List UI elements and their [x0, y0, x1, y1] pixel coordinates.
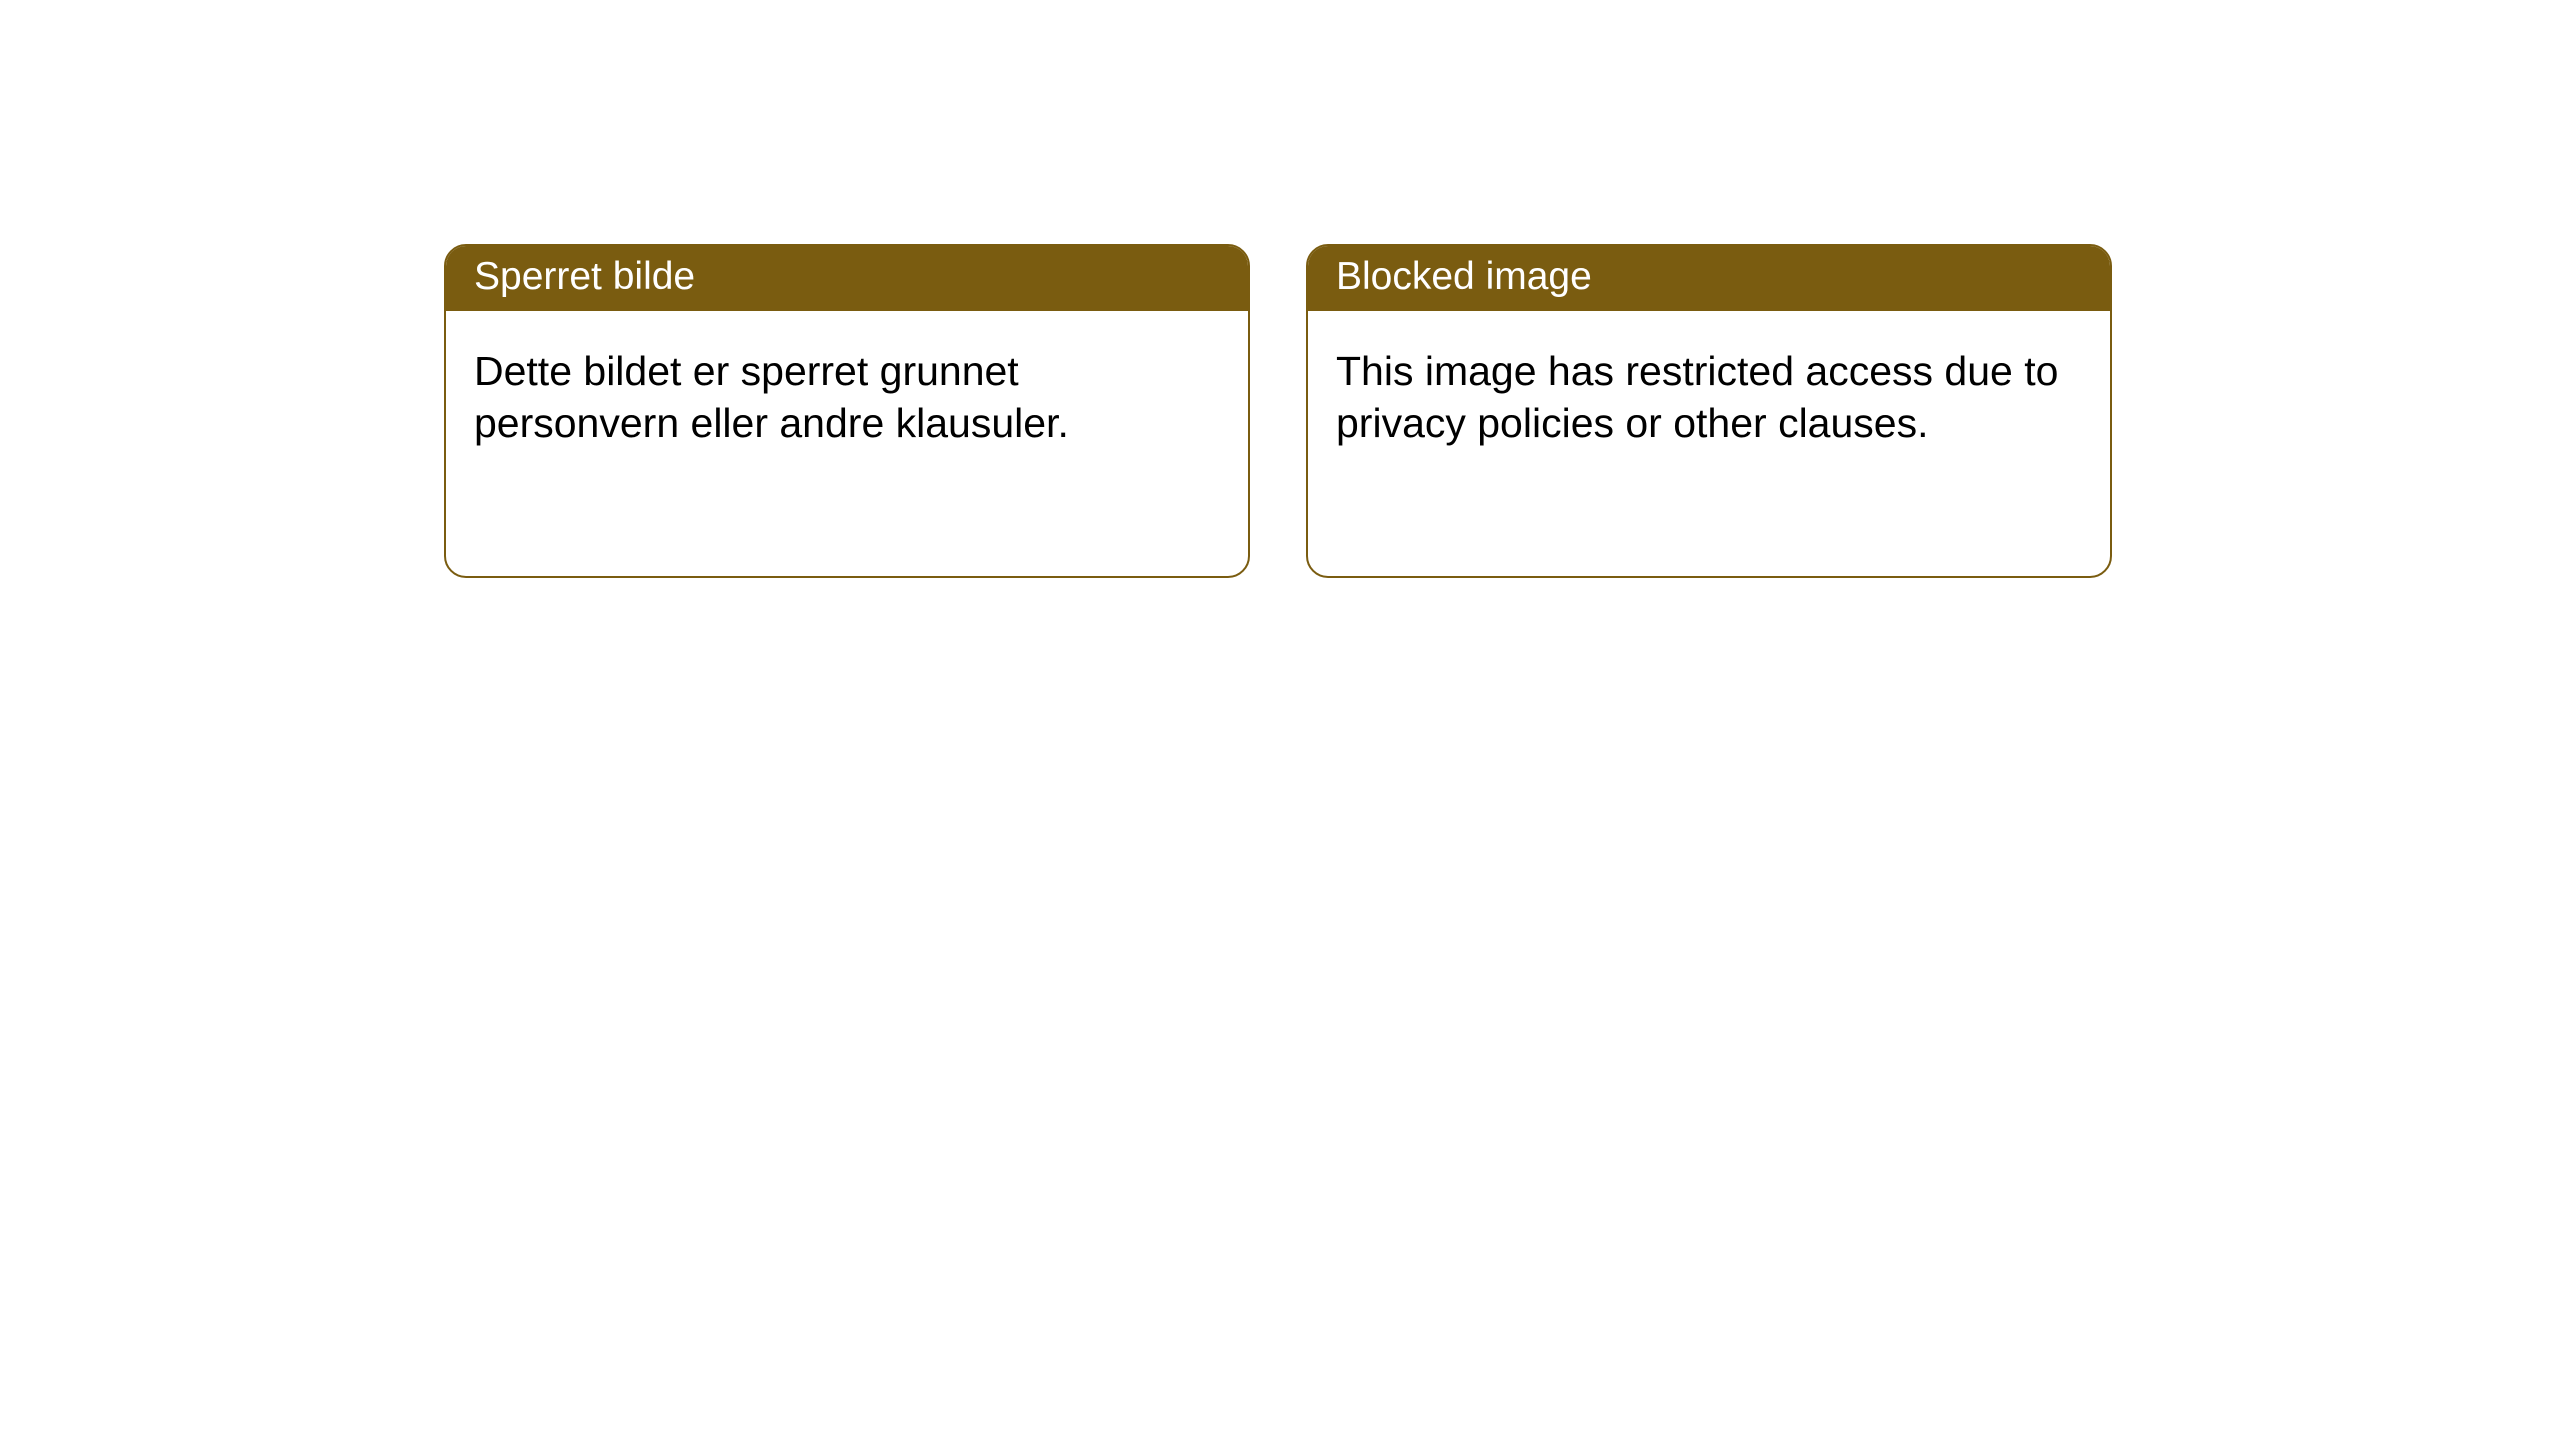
notice-body: This image has restricted access due to … [1308, 311, 2110, 478]
notice-container: Sperret bilde Dette bildet er sperret gr… [0, 0, 2560, 578]
notice-body: Dette bildet er sperret grunnet personve… [446, 311, 1248, 478]
notice-title: Sperret bilde [446, 246, 1248, 311]
notice-card-english: Blocked image This image has restricted … [1306, 244, 2112, 578]
notice-title: Blocked image [1308, 246, 2110, 311]
notice-card-norwegian: Sperret bilde Dette bildet er sperret gr… [444, 244, 1250, 578]
